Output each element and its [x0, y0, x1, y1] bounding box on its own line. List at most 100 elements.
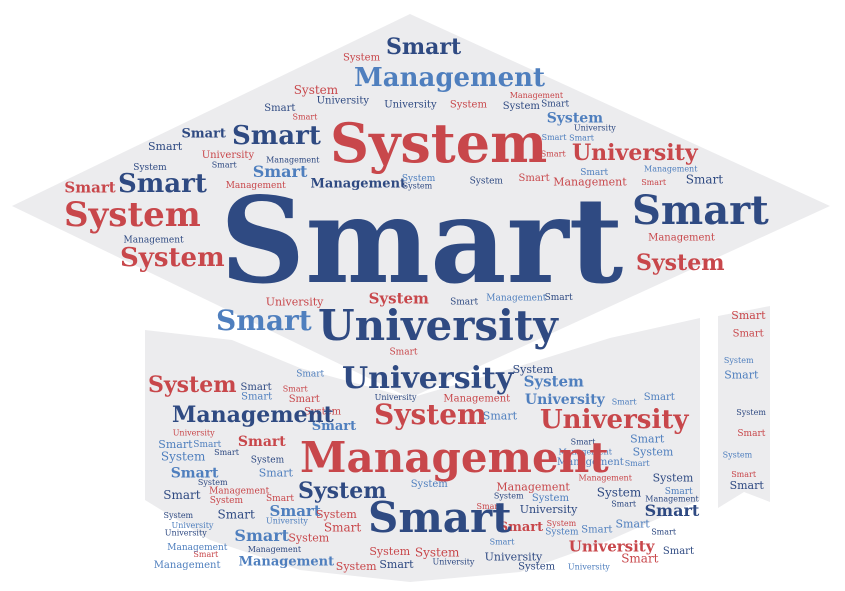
filler-word-system: System: [304, 406, 342, 417]
filler-word-smart: Smart: [731, 470, 757, 479]
filler-word-system: System: [470, 177, 504, 187]
filler-word-system: System: [547, 111, 604, 127]
word-system-large: System: [330, 111, 547, 175]
filler-word-smart: Smart: [259, 466, 294, 479]
filler-word-smart: Smart: [148, 140, 183, 153]
filler-word-smart: Smart: [545, 293, 573, 303]
filler-word-university: University: [485, 550, 543, 563]
filler-word-smart: Smart: [312, 419, 356, 434]
filler-word-management: Management: [443, 393, 510, 404]
filler-word-system: System: [724, 356, 754, 365]
filler-word-management: Management: [579, 474, 633, 483]
filler-word-system: System: [316, 508, 357, 521]
filler-word-smart: Smart: [625, 459, 651, 468]
word-system-medium-5: System: [636, 250, 725, 276]
filler-word-system: System: [494, 492, 524, 501]
filler-word-university: University: [173, 429, 215, 438]
filler-word-system: System: [411, 479, 449, 490]
filler-word-smart: Smart: [193, 550, 219, 559]
filler-word-management: Management: [510, 91, 564, 100]
filler-word-smart: Smart: [193, 440, 221, 450]
filler-word-smart: Smart: [630, 433, 665, 446]
word-system-medium-3: System: [120, 243, 225, 273]
filler-word-university: University: [520, 503, 578, 516]
filler-word-smart: Smart: [490, 537, 516, 546]
word-smart-medium-5: Smart: [216, 304, 312, 337]
filler-word-smart: Smart: [541, 99, 569, 109]
filler-word-system: System: [503, 101, 541, 112]
filler-word-management: Management: [648, 233, 715, 244]
filler-word-management: Management: [496, 481, 570, 494]
word-smart-large: Smart: [220, 171, 623, 310]
filler-word-system: System: [210, 496, 244, 506]
filler-word-smart: Smart: [499, 520, 543, 535]
filler-word-system: System: [524, 373, 584, 391]
filler-word-management: Management: [644, 164, 698, 173]
filler-word-management: Management: [486, 294, 546, 304]
filler-word-smart: Smart: [612, 398, 638, 407]
filler-word-smart: Smart: [569, 134, 595, 143]
filler-word-system: System: [294, 83, 339, 97]
filler-word-smart: Smart: [645, 501, 700, 520]
filler-word-smart: Smart: [289, 394, 320, 405]
filler-word-university: University: [574, 123, 616, 132]
filler-word-smart: Smart: [324, 521, 361, 535]
filler-word-smart: Smart: [644, 392, 675, 403]
filler-word-management: Management: [239, 555, 335, 570]
filler-word-management: Management: [124, 236, 184, 246]
filler-word-management: Management: [553, 176, 627, 189]
filler-word-smart: Smart: [483, 410, 518, 423]
word-system-medium-4: System: [148, 372, 237, 398]
word-cloud-filler: SystemSystemSystemSystemSmartSystemUnive…: [64, 52, 766, 573]
filler-word-system: System: [288, 532, 329, 545]
filler-word-smart: Smart: [733, 328, 764, 339]
word-system-medium-6: System: [298, 478, 387, 504]
filler-word-management: Management: [559, 448, 613, 457]
filler-word-management: Management: [167, 543, 227, 553]
filler-word-system: System: [164, 511, 194, 520]
filler-word-system: System: [513, 363, 554, 376]
filler-word-smart: Smart: [241, 392, 272, 403]
filler-word-smart: Smart: [519, 173, 550, 184]
filler-word-smart: Smart: [182, 126, 226, 141]
word-management-medium: Management: [354, 63, 545, 93]
filler-word-management: Management: [209, 486, 269, 496]
filler-word-smart: Smart: [641, 178, 667, 187]
filler-word-system: System: [402, 174, 436, 184]
filler-word-management: Management: [226, 181, 286, 191]
filler-word-university: University: [165, 528, 207, 537]
filler-word-system: System: [545, 528, 579, 538]
cap-base-shape: [145, 318, 700, 582]
filler-word-smart: Smart: [581, 525, 612, 536]
filler-word-university: University: [317, 95, 370, 106]
filler-word-smart: Smart: [621, 551, 658, 565]
word-smart-medium-1: Smart: [632, 187, 769, 234]
filler-word-university: University: [266, 516, 308, 525]
filler-word-system: System: [736, 408, 766, 417]
filler-word-smart: Smart: [379, 558, 414, 571]
word-smart-medium-6: Smart: [386, 34, 462, 60]
filler-word-smart: Smart: [241, 382, 272, 393]
filler-word-smart: Smart: [542, 133, 568, 142]
filler-word-system: System: [532, 493, 570, 504]
filler-word-system: System: [369, 290, 429, 308]
filler-word-university: University: [433, 558, 475, 567]
filler-word-smart: Smart: [171, 465, 219, 481]
filler-word-smart: Smart: [580, 168, 608, 178]
cap-board-shape: [12, 14, 830, 398]
filler-word-system: System: [403, 182, 433, 191]
filler-word-management: Management: [248, 545, 302, 554]
filler-word-smart: Smart: [477, 502, 503, 511]
filler-word-university: University: [375, 393, 417, 402]
filler-word-smart: Smart: [264, 103, 295, 114]
filler-word-smart: Smart: [238, 434, 286, 450]
filler-word-smart: Smart: [724, 368, 759, 381]
word-system-medium-1: System: [64, 195, 201, 235]
filler-word-system: System: [597, 486, 642, 500]
filler-word-university: University: [172, 521, 214, 530]
filler-word-smart: Smart: [616, 518, 651, 531]
word-university-medium: University: [342, 361, 515, 396]
filler-word-smart: Smart: [296, 370, 324, 380]
word-university-medium-2: University: [540, 405, 689, 435]
